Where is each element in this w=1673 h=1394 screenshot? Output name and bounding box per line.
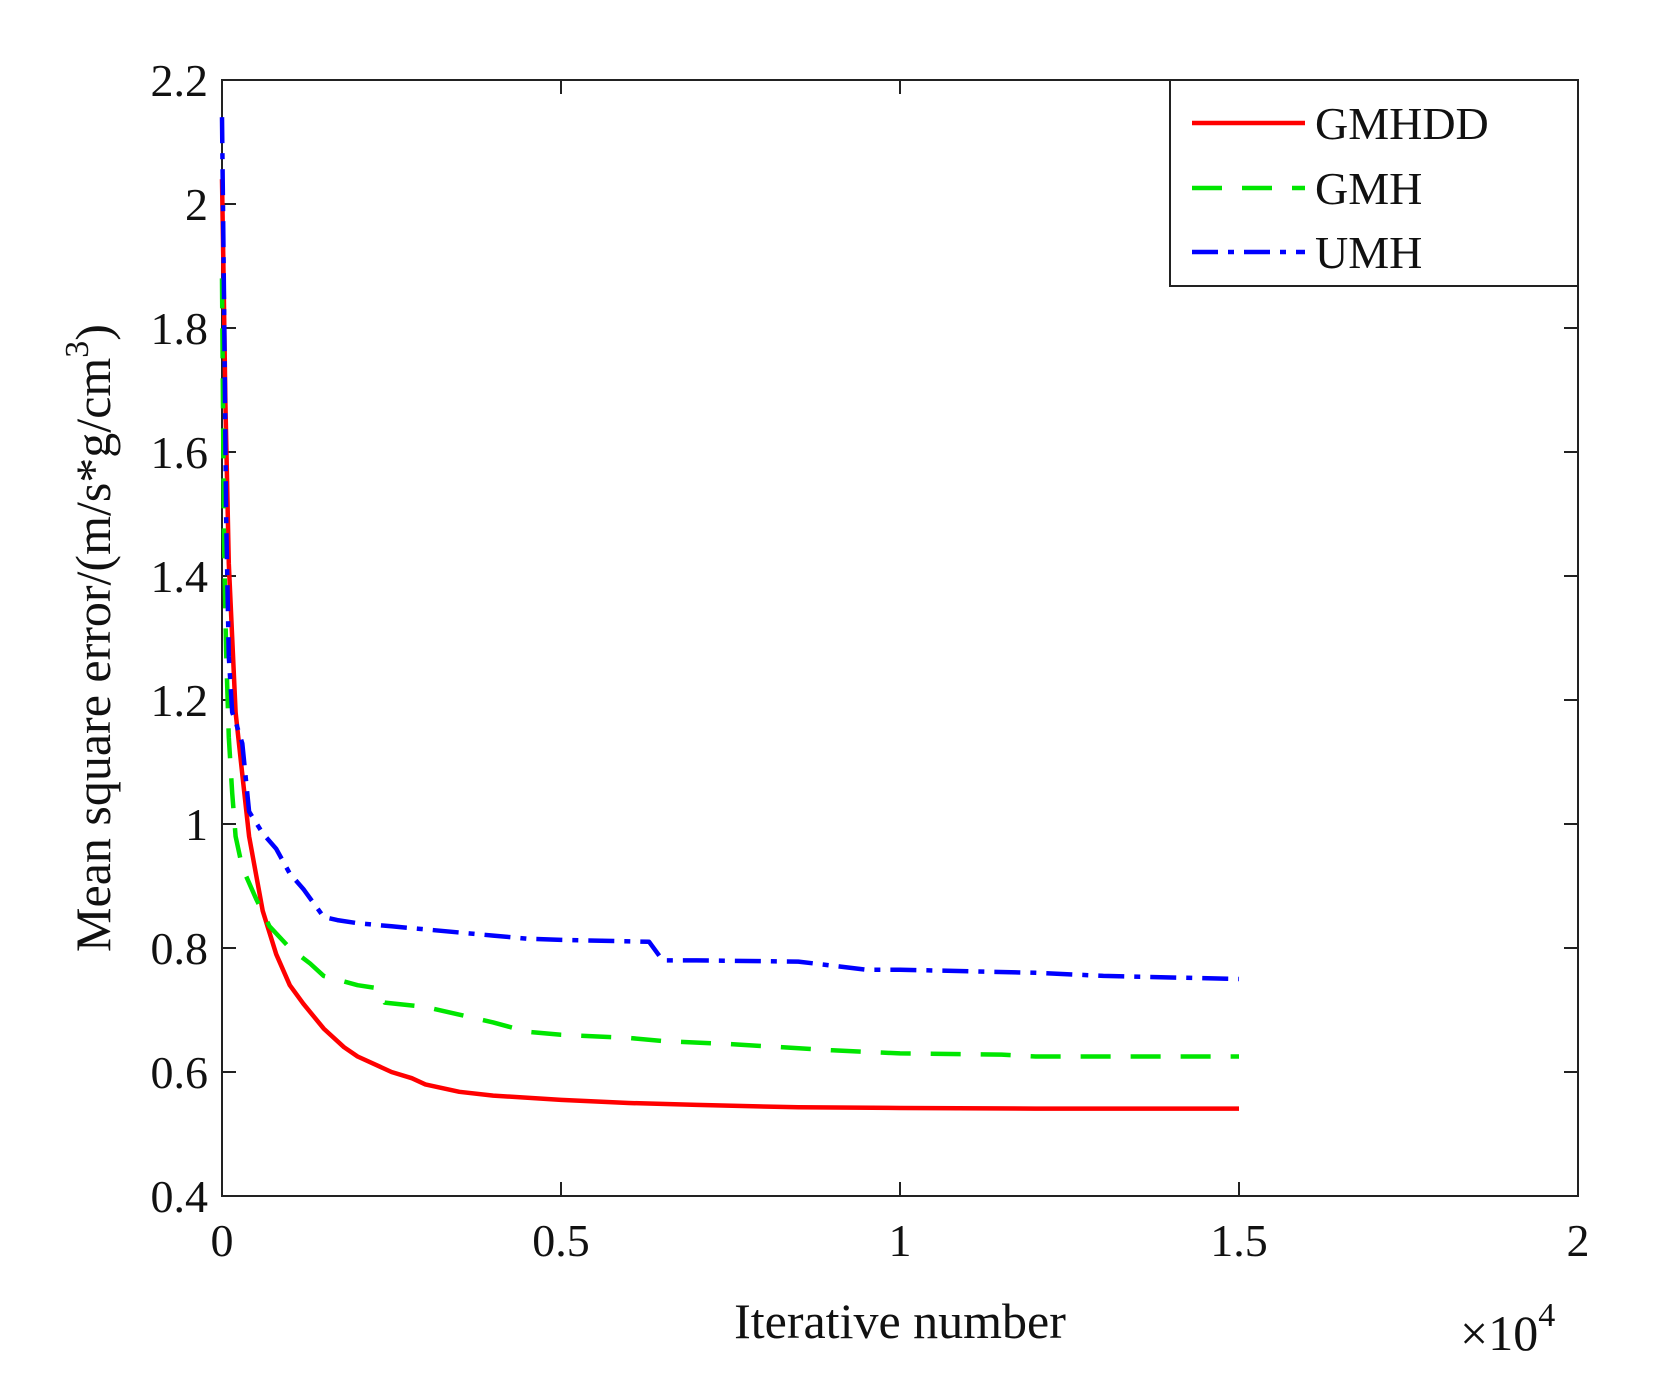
y-tick-label: 1.4 — [151, 551, 209, 602]
x-multiplier-exponent: 4 — [1538, 1297, 1555, 1334]
legend-label-umh: UMH — [1315, 227, 1422, 278]
y-axis-title: Mean square error/(m/s*g/cm3) — [59, 324, 121, 952]
legend-label-gmh: GMH — [1315, 163, 1422, 214]
y-tick-label: 0.8 — [151, 923, 209, 974]
y-tick-label: 1.6 — [151, 427, 209, 478]
y-axis-title-superscript: 3 — [59, 341, 96, 358]
x-tick-label: 2 — [1567, 1215, 1590, 1266]
x-multiplier: ×104 — [1460, 1297, 1555, 1361]
series-layer — [219, 117, 1240, 1111]
x-tick-label: 1 — [889, 1215, 912, 1266]
series-line-gmhdd — [219, 179, 1239, 1111]
y-axis-title-main: Mean square error/(m/s*g/cm — [65, 358, 121, 952]
series-line-umh — [219, 117, 1240, 982]
y-tick-label: 1.8 — [151, 303, 209, 354]
legend-box — [1169, 79, 1579, 287]
legend: GMHDD GMH UMH — [1169, 79, 1579, 287]
x-tick-label: 0 — [211, 1215, 234, 1266]
x-tick-label: 1.5 — [1210, 1215, 1268, 1266]
y-tick-label: 2 — [185, 179, 208, 230]
legend-label-gmhdd: GMHDD — [1315, 98, 1489, 149]
y-tick-label: 1 — [185, 799, 208, 850]
x-tick-label: 0.5 — [532, 1215, 590, 1266]
y-tick-label: 0.6 — [151, 1047, 209, 1098]
ticks-layer: 0 0.5 1 1.5 2 0.4 0.6 0.8 1 1.2 1.4 1.6 1.8 2 2.2 — [151, 55, 1590, 1266]
y-tick-label: 2.2 — [151, 55, 209, 106]
series-line-gmh — [219, 278, 1239, 1059]
y-tick-label: 0.4 — [151, 1171, 209, 1222]
y-axis-title-close: ) — [65, 324, 121, 341]
y-tick-label: 1.2 — [151, 675, 209, 726]
x-multiplier-prefix: ×10 — [1460, 1305, 1538, 1361]
x-axis-title: Iterative number — [734, 1293, 1066, 1349]
